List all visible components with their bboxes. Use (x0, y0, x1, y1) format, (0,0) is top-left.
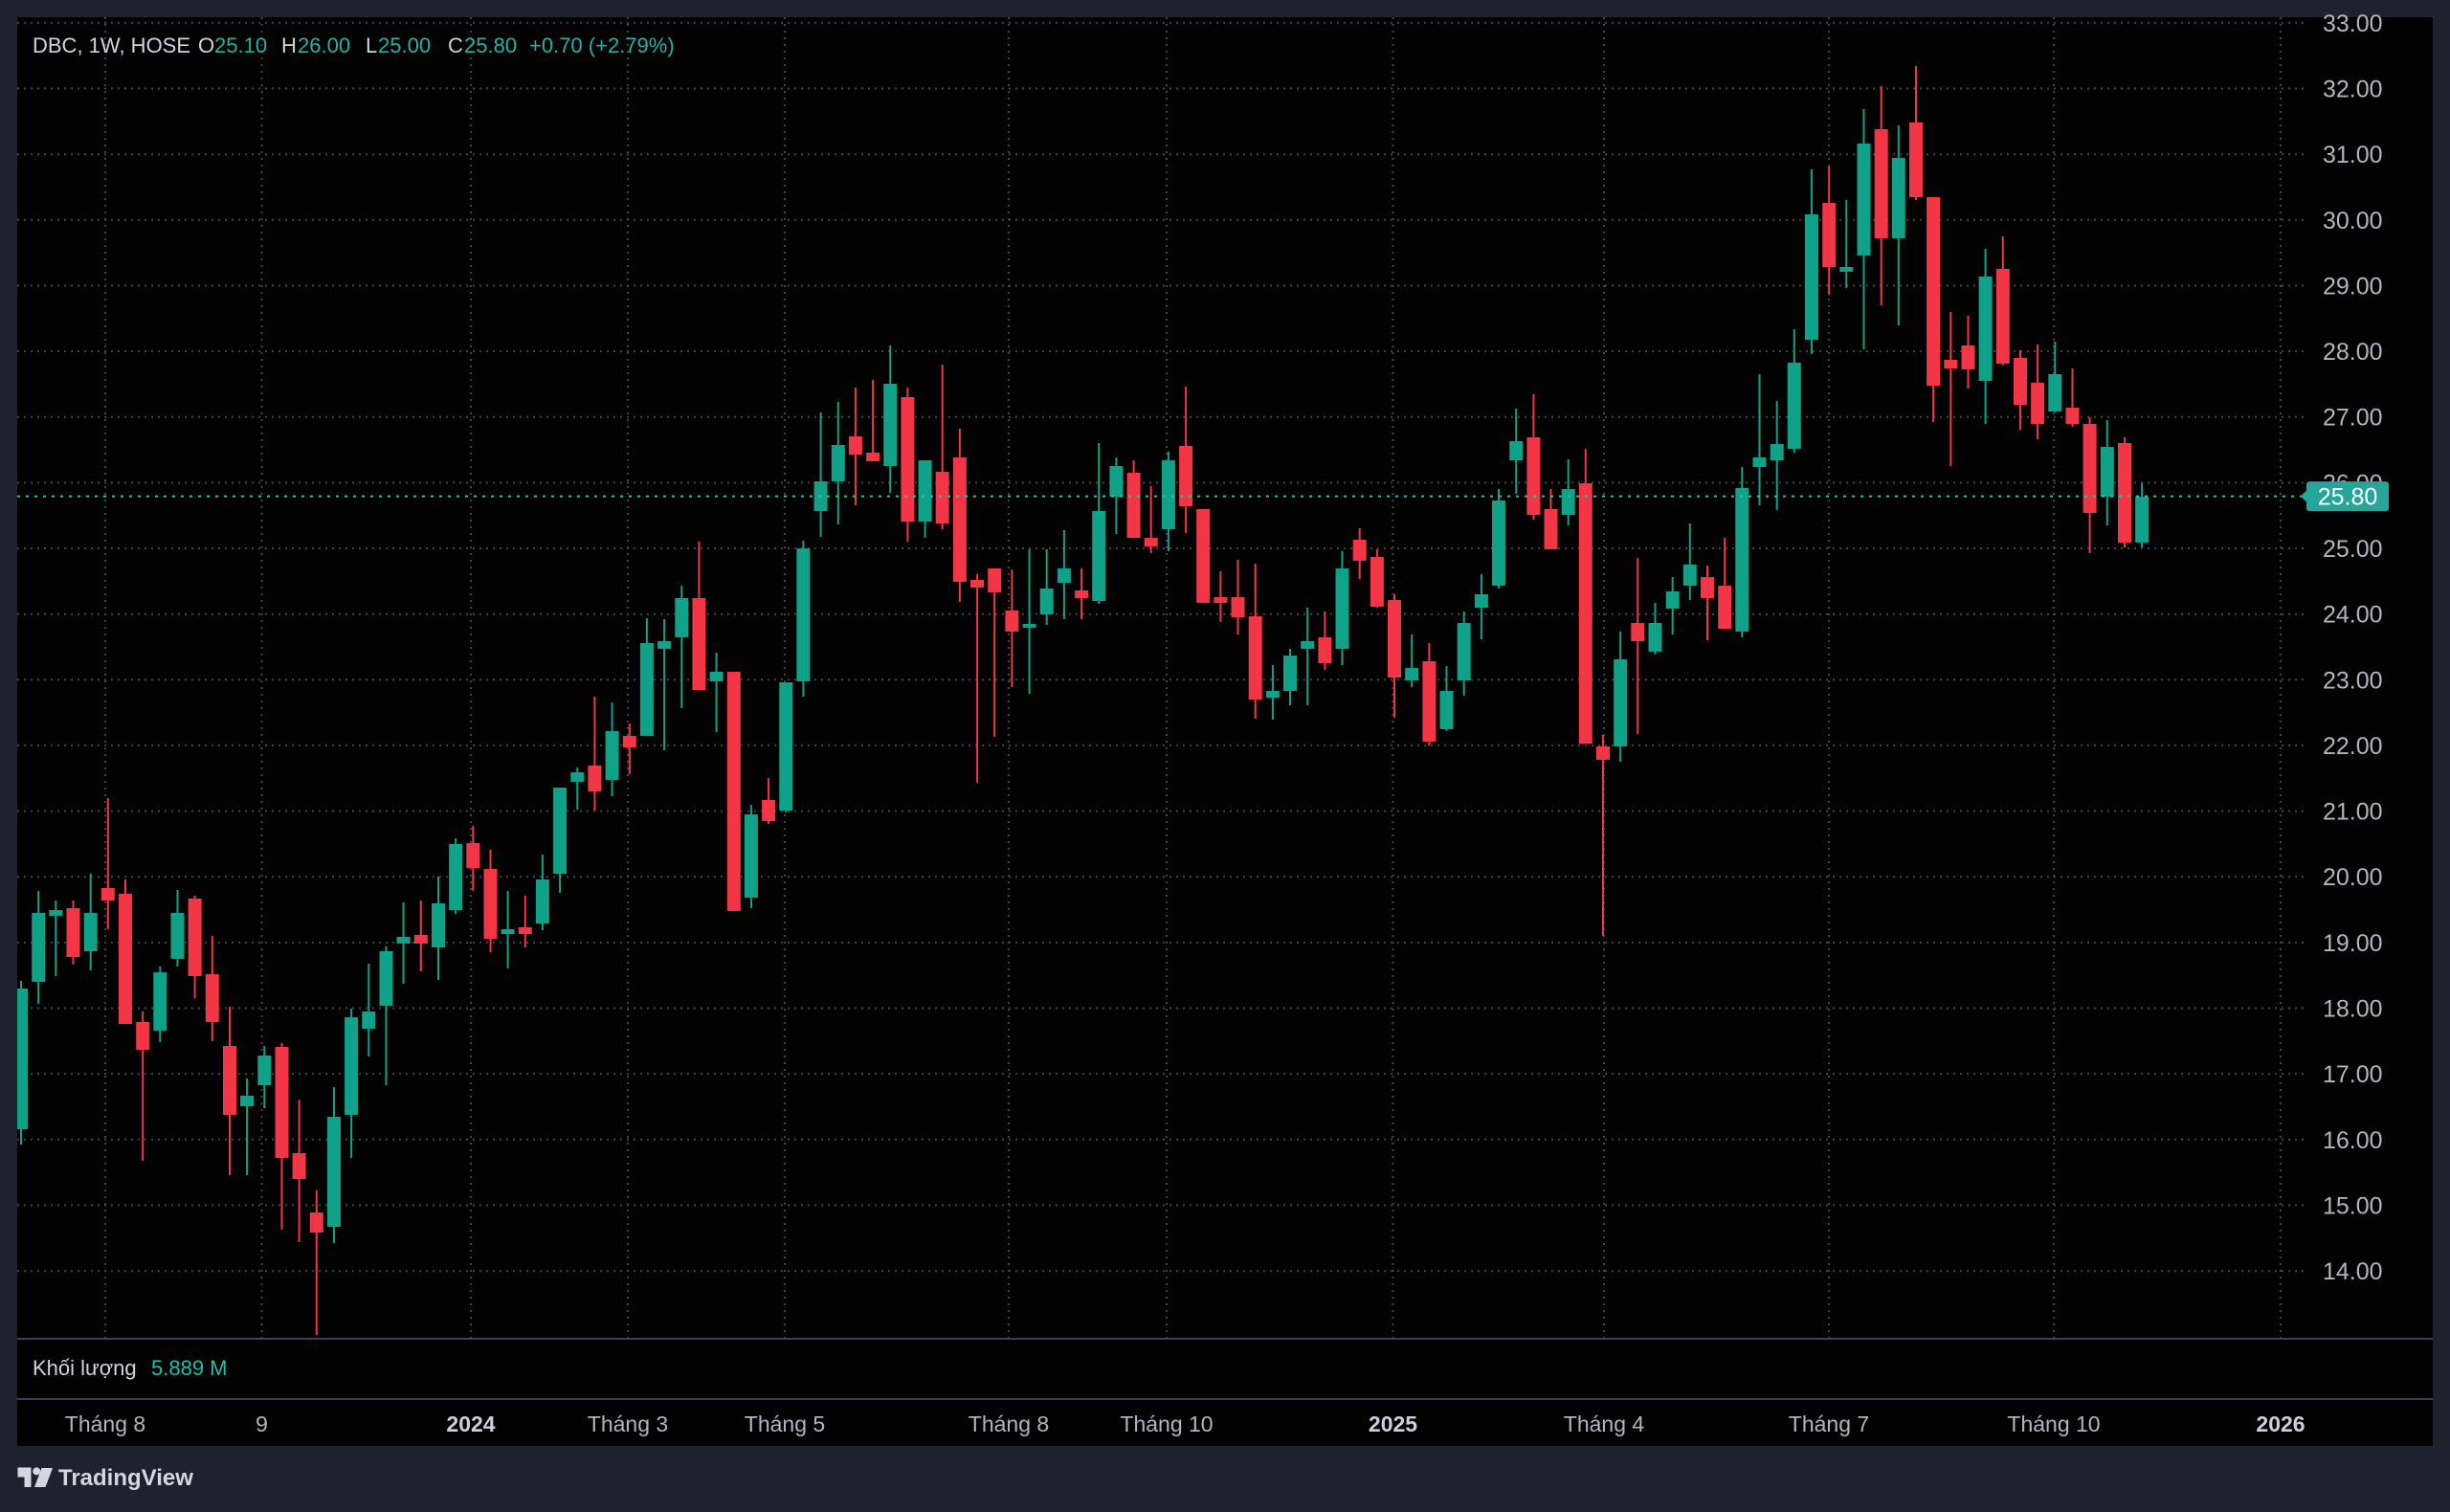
svg-text:33.00: 33.00 (2323, 11, 2383, 37)
svg-text:Tháng 10: Tháng 10 (2007, 1412, 2100, 1436)
svg-text:21.00: 21.00 (2323, 799, 2383, 826)
svg-text:5.889 M: 5.889 M (151, 1356, 228, 1380)
svg-text:24.00: 24.00 (2323, 602, 2383, 629)
svg-text:32.00: 32.00 (2323, 77, 2383, 103)
svg-text:Tháng 5: Tháng 5 (745, 1412, 825, 1436)
svg-text:+0.70 (+2.79%): +0.70 (+2.79%) (529, 33, 675, 57)
svg-text:25.10: 25.10 (214, 33, 267, 57)
svg-text:20.00: 20.00 (2323, 864, 2383, 891)
svg-text:22.00: 22.00 (2323, 733, 2383, 760)
svg-text:2024: 2024 (446, 1412, 495, 1436)
svg-text:Tháng 8: Tháng 8 (969, 1412, 1049, 1436)
svg-text:26.00: 26.00 (298, 33, 350, 57)
svg-text:25.80: 25.80 (2318, 484, 2378, 511)
svg-text:18.00: 18.00 (2323, 996, 2383, 1023)
svg-text:23.00: 23.00 (2323, 667, 2383, 694)
svg-text:2026: 2026 (2256, 1412, 2305, 1436)
svg-text:27.00: 27.00 (2323, 405, 2383, 432)
svg-text:C: C (448, 33, 463, 57)
svg-text:O: O (198, 33, 214, 57)
svg-text:14.00: 14.00 (2323, 1258, 2383, 1285)
svg-text:17.00: 17.00 (2323, 1061, 2383, 1088)
svg-text:29.00: 29.00 (2323, 274, 2383, 300)
svg-text:28.00: 28.00 (2323, 339, 2383, 366)
svg-text:9: 9 (256, 1412, 268, 1436)
svg-text:TradingView: TradingView (58, 1465, 193, 1491)
svg-text:25.80: 25.80 (464, 33, 517, 57)
svg-text:31.00: 31.00 (2323, 142, 2383, 168)
svg-text:DBC, 1W, HOSE: DBC, 1W, HOSE (33, 33, 190, 57)
svg-text:Tháng 10: Tháng 10 (1120, 1412, 1213, 1436)
svg-text:15.00: 15.00 (2323, 1192, 2383, 1219)
svg-text:Tháng 4: Tháng 4 (1564, 1412, 1645, 1436)
svg-text:Khối lượng: Khối lượng (33, 1356, 137, 1380)
svg-text:19.00: 19.00 (2323, 930, 2383, 957)
svg-text:Tháng 3: Tháng 3 (588, 1412, 668, 1436)
svg-text:L: L (366, 33, 377, 57)
svg-text:H: H (281, 33, 297, 57)
svg-text:16.00: 16.00 (2323, 1127, 2383, 1154)
svg-text:30.00: 30.00 (2323, 208, 2383, 234)
svg-text:2025: 2025 (1369, 1412, 1417, 1436)
svg-text:25.00: 25.00 (2323, 536, 2383, 563)
svg-text:Tháng 7: Tháng 7 (1789, 1412, 1869, 1436)
svg-text:Tháng 8: Tháng 8 (65, 1412, 145, 1436)
svg-text:25.00: 25.00 (378, 33, 431, 57)
